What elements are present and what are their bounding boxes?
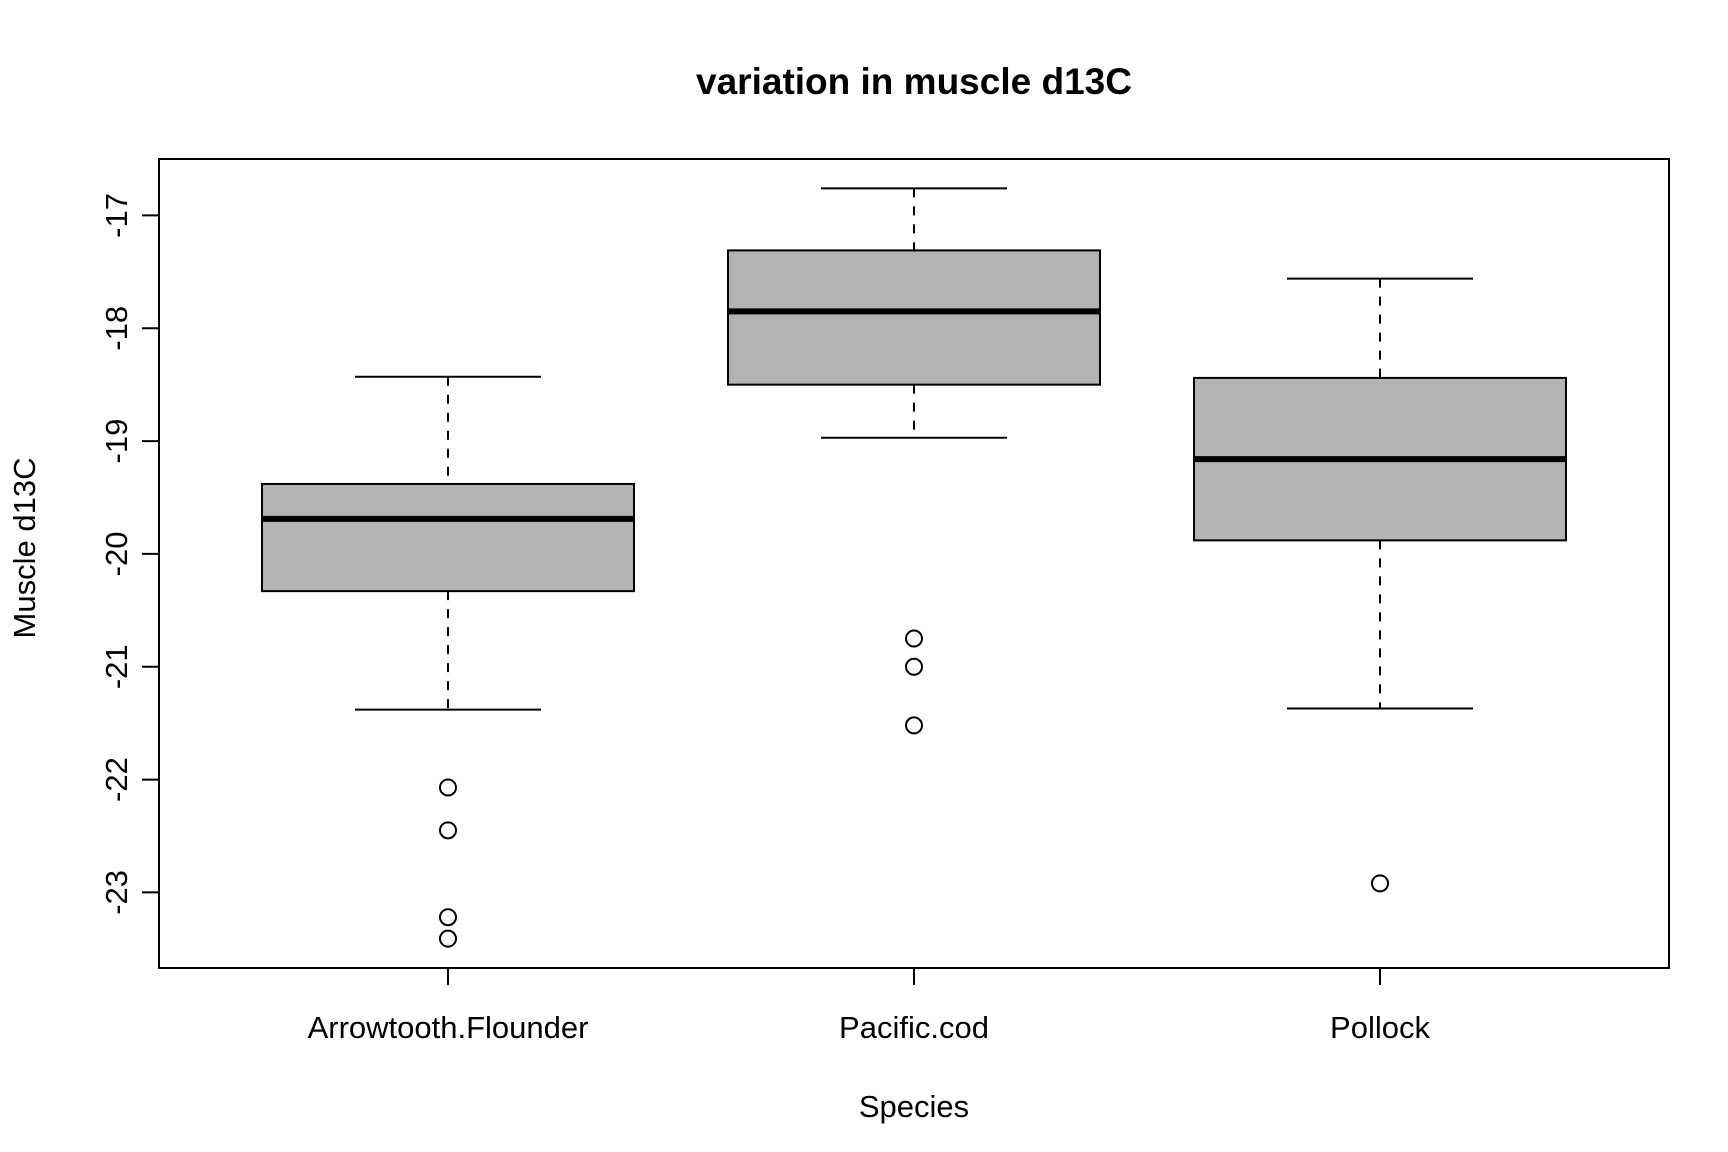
- outlier-point: [439, 929, 457, 948]
- outlier-point: [905, 716, 923, 735]
- outlier-point: [905, 629, 923, 648]
- box-1: [261, 375, 635, 948]
- outlier-point: [439, 778, 457, 797]
- y-tick-label: -21: [99, 644, 134, 689]
- outlier-point: [905, 657, 923, 676]
- y-tick-label: -20: [99, 532, 134, 577]
- x-axis-label: Species: [859, 1089, 969, 1124]
- outlier-point: [1371, 874, 1389, 893]
- y-tick-label: -17: [99, 193, 134, 238]
- y-tick-label: -22: [99, 757, 134, 802]
- outlier-point: [439, 821, 457, 840]
- box-3: [1193, 277, 1567, 893]
- x-tick-label: Pacific.cod: [839, 1010, 989, 1045]
- box-series: [261, 187, 1567, 948]
- y-tick-label: -18: [99, 306, 134, 351]
- box-iqr: [727, 249, 1101, 386]
- y-axis: -17 -18 -19 -20 -21 -22 -23: [99, 193, 159, 915]
- x-tick-label: Pollock: [1330, 1010, 1430, 1045]
- outlier-point: [439, 908, 457, 927]
- y-tick-label: -23: [99, 870, 134, 915]
- y-axis-label: Muscle d13C: [7, 458, 42, 639]
- y-tick-label: -19: [99, 419, 134, 464]
- x-tick-label: Arrowtooth.Flounder: [308, 1010, 589, 1045]
- box-iqr: [261, 482, 635, 593]
- chart-title: variation in muscle d13C: [696, 61, 1132, 102]
- x-axis: Arrowtooth.Flounder Pacific.cod Pollock: [308, 968, 1430, 1045]
- box-2: [727, 187, 1101, 735]
